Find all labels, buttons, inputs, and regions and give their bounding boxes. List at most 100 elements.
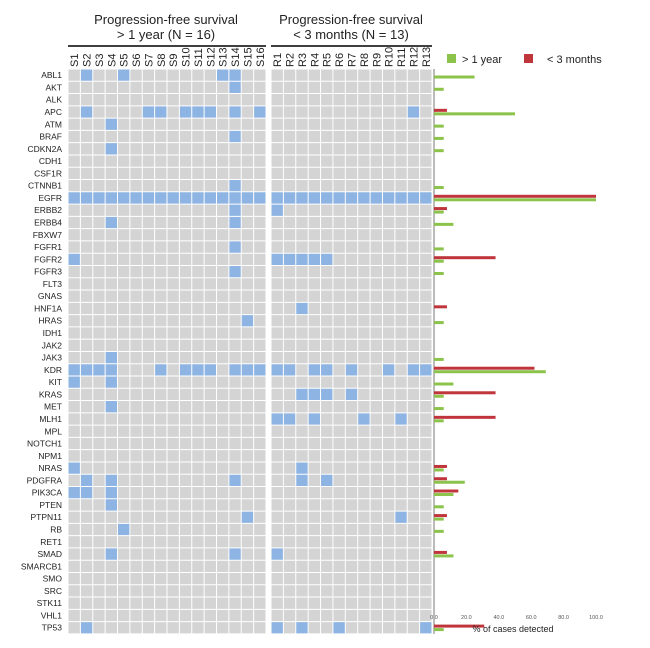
group2-cell-egfr-r13 (419, 191, 432, 205)
group1-cell-braf-s14 (228, 130, 242, 143)
group2-col-label: R3 (297, 53, 309, 67)
bar-gt1y-tp53 (434, 628, 444, 632)
group1-col-label: S15 (242, 47, 254, 67)
gene-label: SMAD (37, 549, 62, 559)
gene-label: STK11 (37, 598, 63, 608)
x-tick-label: 100.0 (589, 615, 603, 621)
group2-cell-tp53-r6 (332, 621, 346, 634)
group2-cell-kdr-r10 (382, 363, 395, 376)
group2-cell-kdr-r5 (320, 363, 333, 376)
group1-cell-egfr-s14 (228, 191, 242, 205)
group1-cell-egfr-s9 (167, 191, 180, 205)
gene-label: ALK (46, 95, 62, 105)
group2-col-label: R10 (384, 47, 396, 67)
gene-label: FGFR1 (34, 242, 62, 252)
group2-cell-egfr-r3 (295, 191, 309, 205)
group1-cell-kdr-s15 (241, 363, 254, 376)
legend-label-2: < 3 months (547, 54, 602, 66)
group1-col-label: S6 (131, 54, 143, 67)
group2-col-label: R6 (334, 53, 346, 67)
group1-col-label: S11 (193, 48, 205, 67)
bar-gt1y-akt (434, 87, 444, 91)
bar-lt3m-apc (434, 108, 447, 112)
gene-label: RB (50, 525, 62, 535)
bar-gt1y-mlh1 (434, 419, 444, 423)
group1-cell-abl1-s2 (80, 69, 93, 82)
bar-lt3m-mlh1 (434, 415, 496, 419)
group1-cell-kdr-s4 (105, 363, 118, 376)
group1-cell-pik3ca-s2 (80, 486, 93, 499)
gene-label: PTPN11 (31, 512, 63, 522)
group1-cell-kdr-s3 (92, 363, 106, 376)
group1-cell-egfr-s1 (68, 191, 81, 205)
gene-label: PDGFRA (27, 475, 63, 485)
bar-gt1y-met (434, 407, 444, 411)
group1-cell-smad-s14 (228, 547, 242, 561)
group1-cell-apc-s2 (80, 105, 93, 119)
group1-col-label: S2 (82, 54, 94, 67)
gene-label: NRAS (38, 463, 62, 473)
group2-cell-mlh1-r11 (394, 412, 408, 426)
group1-cell-erbb2-s14 (228, 204, 242, 217)
group1-cell-apc-s16 (253, 105, 266, 119)
bar-gt1y-atm (434, 124, 444, 128)
gene-label: AKT (45, 82, 62, 92)
group1-cell-erbb4-s14 (228, 216, 242, 229)
bar-lt3m-pik3ca (434, 489, 459, 493)
group1-cell-cdkn2a-s4 (105, 142, 118, 155)
bar-gt1y-erbb4 (434, 222, 454, 226)
bar-gt1y-cdkn2a (434, 149, 444, 153)
group2-col-label: R7 (347, 53, 359, 67)
group1-cell-abl1-s5 (117, 69, 130, 82)
group2-cell-egfr-r12 (407, 191, 420, 205)
group2-cell-fgfr2-r1 (271, 253, 284, 266)
group1-cell-egfr-s3 (92, 191, 106, 205)
group2-col-label: R5 (322, 53, 334, 67)
gene-label: ABL1 (41, 70, 62, 80)
bar-gt1y-nras (434, 468, 444, 472)
bar-lt3m-hnf1a (434, 305, 447, 309)
group1-cell-kdr-s8 (154, 363, 167, 376)
group1-cell-egfr-s15 (241, 191, 254, 205)
group1-cell-nras-s1 (68, 461, 81, 475)
legend-label-1: > 1 year (462, 54, 502, 66)
group2-cell-kdr-r2 (283, 363, 296, 376)
group1-cell-egfr-s2 (80, 191, 93, 205)
gene-label: KDR (44, 365, 62, 375)
group2-cell-fgfr2-r3 (295, 253, 309, 266)
gene-label: KRAS (39, 389, 62, 399)
group2-col-label: R4 (309, 53, 321, 67)
group1-cell-kdr-s10 (179, 363, 192, 376)
group1-col-label: S4 (106, 54, 118, 67)
bar-gt1y-ptpn11 (434, 517, 444, 521)
group1-col-label: S3 (94, 54, 106, 67)
group1-cell-egfr-s16 (253, 191, 266, 205)
group2-cell-ptpn11-r11 (394, 511, 408, 524)
group1-cell-egfr-s8 (154, 191, 167, 205)
bar-gt1y-egfr (434, 198, 596, 202)
group2-cell-tp53-r13 (419, 621, 432, 634)
bar-lt3m-smad (434, 550, 447, 554)
group1-col-label: S7 (143, 54, 155, 67)
bar-gt1y-fgfr1 (434, 247, 444, 251)
gene-label: CTNNB1 (28, 181, 62, 191)
group2-cell-egfr-r9 (370, 191, 383, 205)
bar-lt3m-kdr (434, 366, 535, 370)
gene-label: FGFR3 (34, 267, 62, 277)
gene-label: RET1 (40, 537, 62, 547)
group2-cell-egfr-r10 (382, 191, 395, 205)
group1-col-label: S14 (230, 47, 242, 67)
group2-cell-tp53-r1 (271, 621, 284, 634)
group2-cell-pdgfra-r5 (320, 474, 333, 487)
group1-cell-kdr-s14 (228, 363, 242, 376)
bar-lt3m-fgfr2 (434, 256, 496, 260)
x-tick-label: 0.0 (430, 615, 438, 621)
bar-gt1y-ctnnb1 (434, 186, 444, 190)
group1-cell-apc-s7 (142, 105, 155, 119)
bar-lt3m-nras (434, 464, 447, 468)
group2-cell-kdr-r7 (345, 363, 358, 376)
group1-cell-egfr-s13 (216, 191, 229, 205)
group1-cell-kdr-s16 (253, 363, 266, 376)
group2-cell-hnf1a-r3 (295, 302, 309, 315)
group1-cell-tp53-s2 (80, 621, 93, 634)
